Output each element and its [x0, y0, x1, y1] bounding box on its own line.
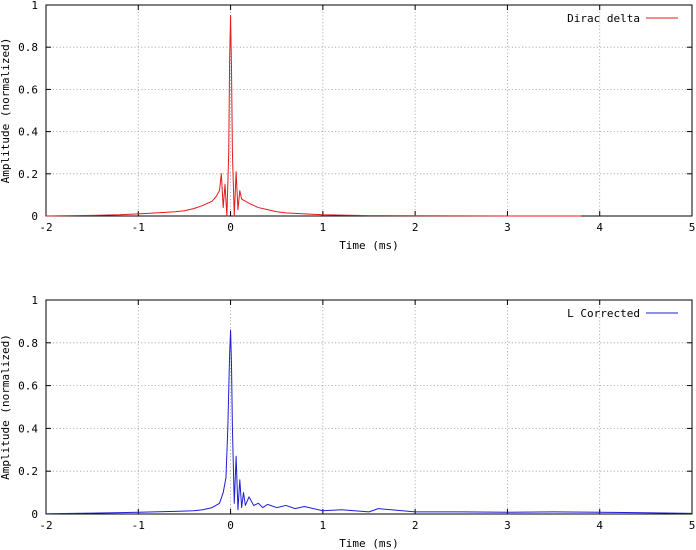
y-tick-label: 1 [31, 0, 38, 12]
x-tick-label: 5 [689, 519, 696, 532]
y-axis-label: Amplitude (normalized) [0, 334, 12, 480]
y-tick-label: 1 [31, 294, 38, 307]
plot-frame [45, 4, 693, 217]
x-tick-label: 2 [412, 519, 419, 532]
x-tick-label: 3 [504, 519, 511, 532]
y-tick-label: 0.4 [18, 422, 38, 435]
y-tick-label: 0.8 [18, 41, 38, 54]
chart-panel-2: 0 0.2 0.4 0.6 0.8 1 -2 -1 0 1 2 3 4 5 Time (ms) Amplitu… [0, 294, 695, 550]
y-tick-label: 0.2 [18, 168, 38, 181]
x-tick-label: 2 [412, 221, 419, 234]
legend-label: Dirac delta [567, 12, 640, 25]
y-tick-label: 0.6 [18, 380, 38, 393]
x-tick-label: 0 [227, 519, 234, 532]
series-line-dirac-delta [45, 15, 582, 217]
x-tick-label: 1 [320, 519, 327, 532]
x-tick-label: -2 [39, 519, 52, 532]
y-tick-label: 0 [31, 210, 38, 223]
x-axis-label: Time (ms) [339, 239, 399, 252]
x-axis-label: Time (ms) [339, 537, 399, 550]
x-tick-label: 3 [504, 221, 511, 234]
x-tick-label: 4 [596, 221, 603, 234]
y-tick-label: 0.4 [18, 126, 38, 139]
x-tick-label: 1 [320, 221, 327, 234]
y-axis-label: Amplitude (normalized) [0, 38, 12, 184]
plot-frame [45, 299, 693, 515]
legend-label: L Corrected [567, 307, 640, 320]
y-tick-label: 0 [31, 508, 38, 521]
x-tick-label: -2 [39, 221, 52, 234]
series-line-l-corrected [45, 329, 693, 515]
x-tick-label: 0 [227, 221, 234, 234]
x-tick-label: 5 [689, 221, 696, 234]
x-tick-label: -1 [132, 519, 145, 532]
x-tick-label: 4 [596, 519, 603, 532]
y-tick-label: 0.6 [18, 83, 38, 96]
x-tick-label: -1 [132, 221, 145, 234]
y-tick-label: 0.2 [18, 465, 38, 478]
chart-panel-1: 0 0.2 0.4 0.6 0.8 1 -2 -1 0 1 2 3 4 5 Time (ms) Amplitu… [0, 0, 695, 252]
y-tick-label: 0.8 [18, 337, 38, 350]
